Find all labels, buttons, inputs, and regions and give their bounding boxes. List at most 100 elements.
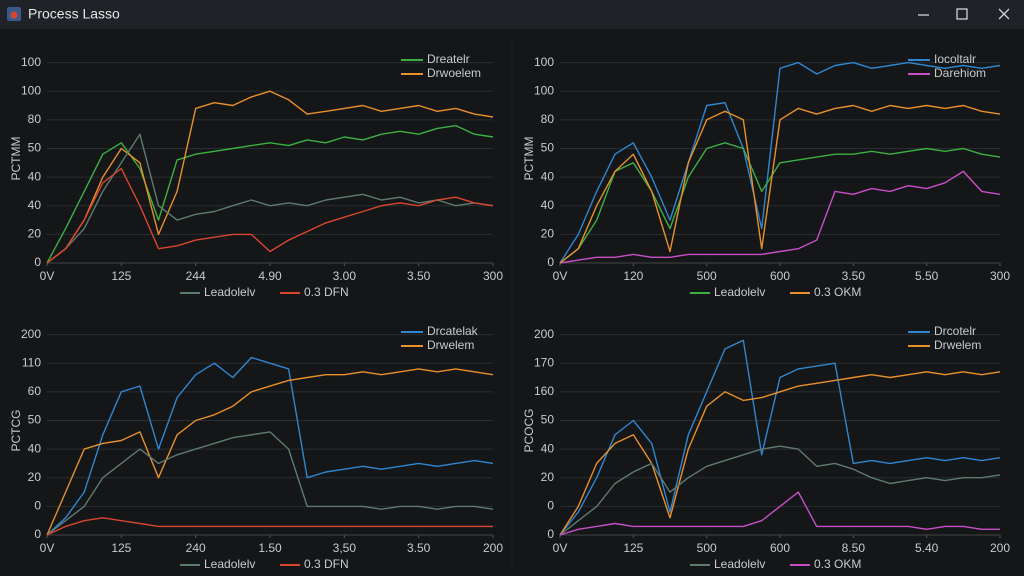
legend-label: 0.3 DFN bbox=[304, 557, 349, 571]
x-tick-label: 0V bbox=[40, 541, 55, 555]
x-tick-label: 600 bbox=[770, 269, 790, 283]
y-tick-label: 40 bbox=[541, 441, 555, 455]
app-icon-dot bbox=[10, 11, 18, 19]
y-tick-label: 0 bbox=[34, 255, 41, 269]
y-tick-label: 80 bbox=[541, 112, 555, 126]
y-tick-label: 50 bbox=[541, 413, 555, 427]
x-tick-label: 300 bbox=[990, 269, 1010, 283]
legend-label: Leadolelv bbox=[714, 285, 765, 299]
series-line bbox=[46, 431, 494, 536]
x-tick-label: 500 bbox=[697, 269, 717, 283]
legend-label: 0.3 DFN bbox=[304, 285, 349, 299]
y-tick-label: 40 bbox=[541, 169, 555, 183]
y-tick-label: 50 bbox=[28, 141, 42, 155]
legend-label: Leadolelv bbox=[204, 285, 255, 299]
y-tick-label: 100 bbox=[21, 55, 41, 69]
x-tick-label: 3.50 bbox=[842, 269, 866, 283]
series-line bbox=[559, 339, 1001, 536]
x-tick-label: 8.50 bbox=[842, 541, 866, 555]
x-tick-label: 1.50 bbox=[258, 541, 282, 555]
x-tick-label: 0V bbox=[553, 541, 568, 555]
y-axis-label: PCTCG bbox=[9, 410, 23, 452]
y-tick-label: 0 bbox=[547, 499, 554, 513]
x-tick-label: 5.50 bbox=[915, 269, 939, 283]
y-tick-label: 0 bbox=[547, 527, 554, 541]
y-tick-label: 110 bbox=[22, 355, 41, 369]
title-bar bbox=[0, 0, 1024, 29]
y-tick-label: 100 bbox=[534, 55, 554, 69]
series-line bbox=[559, 61, 1001, 264]
series-line bbox=[46, 133, 494, 264]
x-tick-label: 3.00 bbox=[333, 269, 357, 283]
series-line bbox=[46, 517, 493, 536]
y-tick-label: 160 bbox=[534, 384, 554, 398]
series-line bbox=[46, 90, 494, 264]
legend-label: Leadolelv bbox=[204, 557, 255, 571]
y-axis-label: PCTMM bbox=[9, 137, 23, 181]
x-tick-label: 3.50 bbox=[407, 269, 431, 283]
y-tick-label: 80 bbox=[28, 112, 42, 126]
series-line bbox=[46, 124, 494, 264]
x-tick-label: 125 bbox=[623, 541, 643, 555]
y-tick-label: 170 bbox=[534, 355, 554, 369]
legend-label: Darehiom bbox=[934, 66, 986, 80]
y-tick-label: 0 bbox=[34, 499, 41, 513]
x-tick-label: 0V bbox=[553, 269, 568, 283]
series-line bbox=[46, 167, 494, 264]
window-title: Process Lasso bbox=[28, 6, 120, 22]
y-tick-label: 40 bbox=[28, 441, 42, 455]
y-tick-label: 40 bbox=[541, 198, 555, 212]
x-tick-label: 5.40 bbox=[915, 541, 939, 555]
close-button[interactable] bbox=[998, 8, 1010, 20]
y-tick-label: 50 bbox=[541, 141, 555, 155]
x-tick-label: 125 bbox=[111, 541, 131, 555]
legend-label: Dreatelr bbox=[427, 52, 470, 66]
y-tick-label: 200 bbox=[534, 327, 554, 341]
y-tick-label: 60 bbox=[28, 384, 42, 398]
series-line bbox=[559, 170, 1001, 264]
series-line bbox=[559, 445, 1001, 536]
y-axis-label: PCTMM bbox=[522, 137, 536, 181]
y-tick-label: 50 bbox=[28, 413, 42, 427]
x-tick-label: 0V bbox=[40, 269, 55, 283]
y-tick-label: 200 bbox=[21, 327, 41, 341]
legend-label: Leadolelv bbox=[714, 557, 765, 571]
x-tick-label: 200 bbox=[483, 541, 503, 555]
y-tick-label: 20 bbox=[541, 227, 555, 241]
x-tick-label: 4.90 bbox=[258, 269, 282, 283]
legend-label: Drwoelem bbox=[427, 66, 481, 80]
legend-label: Iocoltalr bbox=[934, 52, 976, 66]
legend-label: Drwelem bbox=[934, 338, 981, 352]
x-tick-label: 125 bbox=[111, 269, 131, 283]
y-tick-label: 100 bbox=[21, 83, 41, 97]
x-tick-label: 300 bbox=[483, 269, 503, 283]
x-tick-label: 600 bbox=[770, 541, 790, 555]
x-tick-label: 244 bbox=[186, 269, 206, 283]
x-tick-label: 200 bbox=[990, 541, 1010, 555]
series-line bbox=[46, 368, 494, 536]
x-tick-label: 120 bbox=[623, 269, 643, 283]
y-tick-label: 20 bbox=[28, 470, 42, 484]
legend-label: Drcatelak bbox=[427, 324, 479, 338]
x-tick-label: 3,50 bbox=[333, 541, 357, 555]
series-line bbox=[559, 142, 1001, 264]
legend-label: 0.3 OKM bbox=[814, 557, 861, 571]
x-tick-label: 3.50 bbox=[407, 541, 431, 555]
series-line bbox=[559, 491, 1000, 536]
series-line bbox=[559, 104, 1001, 264]
y-tick-label: 100 bbox=[534, 83, 554, 97]
legend-label: Drwelem bbox=[427, 338, 474, 352]
series-line bbox=[46, 356, 494, 536]
y-tick-label: 20 bbox=[28, 227, 42, 241]
y-tick-label: 40 bbox=[28, 198, 42, 212]
maximize-button[interactable] bbox=[956, 8, 968, 20]
y-axis-label: PCOCG bbox=[522, 408, 536, 452]
legend-label: Drcotelr bbox=[934, 324, 976, 338]
y-tick-label: 0 bbox=[547, 255, 554, 269]
y-tick-label: 40 bbox=[28, 169, 42, 183]
x-tick-label: 500 bbox=[697, 541, 717, 555]
series-line bbox=[559, 371, 1001, 536]
y-tick-label: 0 bbox=[34, 527, 41, 541]
x-tick-label: 240 bbox=[186, 541, 206, 555]
